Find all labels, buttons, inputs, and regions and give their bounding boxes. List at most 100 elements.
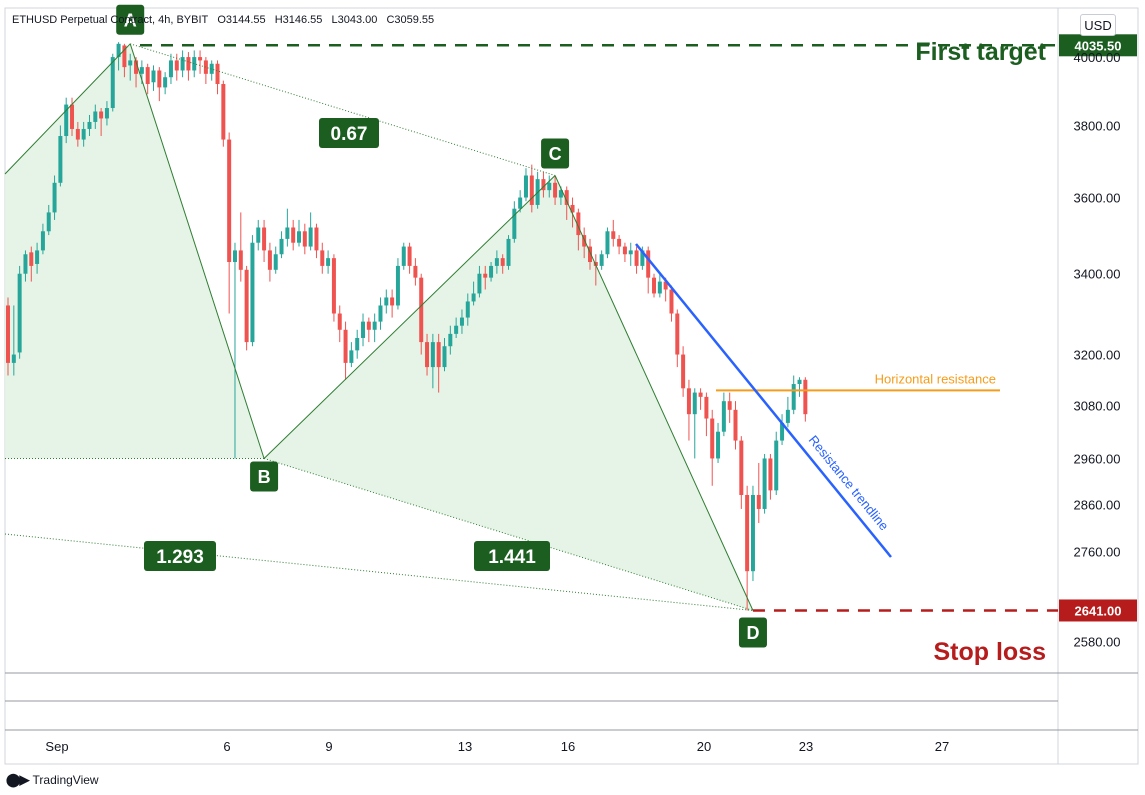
candle-body [174, 60, 179, 71]
leg-cd [554, 175, 754, 611]
ratio-label-xb: 0.67 [319, 118, 379, 148]
candle-body [331, 258, 336, 314]
point-c-label: C [541, 138, 570, 169]
point-d-label-text: D [746, 623, 759, 643]
candle-body [221, 84, 226, 140]
candle-body [518, 197, 523, 209]
candle-body [250, 242, 255, 343]
candle-body [215, 63, 220, 85]
ratio-label-xb-box [319, 118, 379, 148]
candle-body [279, 238, 284, 255]
x-tick-label: 23 [799, 739, 813, 754]
candle-body [99, 111, 104, 119]
candle-body [401, 246, 406, 266]
candle-body [297, 231, 301, 243]
stop-loss-price-tag [1059, 599, 1137, 622]
candle-body [46, 212, 51, 232]
candle-body [570, 204, 575, 213]
candle-body [622, 246, 627, 255]
candle-body [75, 128, 80, 140]
y-tick-label: 3080.00 [1074, 398, 1121, 413]
candle-body [436, 342, 441, 368]
candle-body [390, 297, 395, 306]
x-tick-label: 27 [935, 739, 949, 754]
candle-body [180, 57, 185, 71]
candle-body [803, 379, 808, 415]
ratio-label-bd: 1.441 [474, 541, 550, 571]
candle-body [733, 409, 738, 441]
candle-body [489, 265, 494, 278]
candle-body [710, 418, 715, 459]
ohlc-high: H3146.55 [274, 14, 323, 26]
x-tick-label: 9 [325, 739, 332, 754]
candle-body [93, 111, 98, 122]
candle-body [483, 273, 488, 278]
candle-body [163, 77, 168, 88]
candle-body [605, 231, 610, 255]
candle-body [256, 227, 261, 243]
candle-body [512, 208, 517, 239]
candle-body [291, 227, 296, 243]
candle-body [425, 342, 430, 368]
candle-body [366, 321, 371, 330]
candle-body [273, 254, 278, 270]
candle-body [716, 431, 721, 459]
candle-body [628, 250, 633, 255]
bcd-triangle [264, 175, 753, 611]
candle-body [419, 277, 424, 343]
ratio-label-xd-text: 1.293 [156, 547, 204, 568]
candle-body [110, 57, 115, 109]
candle-body [582, 235, 587, 247]
ratio-label-xd-box [144, 541, 216, 571]
y-tick-label: 2760.00 [1074, 545, 1121, 560]
candle-body [314, 227, 319, 251]
brand-name: TradingView [32, 773, 99, 787]
candle-body [459, 317, 464, 326]
ratio-line [263, 457, 754, 611]
leg-xa [4, 43, 131, 175]
ohlc-low: L3043.00 [331, 14, 378, 26]
candle-body [617, 238, 622, 247]
candle-body [588, 246, 592, 263]
candle-body [576, 212, 581, 236]
candle-body [681, 354, 686, 389]
candle-body [442, 346, 447, 368]
y-tick-label: 3400.00 [1074, 267, 1121, 282]
candle-body [785, 409, 790, 423]
point-b-label-box [250, 461, 279, 492]
candle-body [413, 265, 418, 278]
pattern-lines [4, 43, 754, 611]
candles [6, 42, 808, 611]
candle-body [372, 321, 377, 330]
candle-body [506, 238, 511, 266]
candle-body [40, 231, 45, 251]
candle-body [750, 494, 755, 572]
candle-body [663, 281, 668, 290]
point-a-label-text: A [124, 10, 137, 30]
candle-body [262, 227, 267, 251]
candle-body [232, 250, 237, 263]
y-tick-label: 3200.00 [1074, 348, 1121, 363]
candle-body [698, 392, 703, 397]
candle-body [157, 70, 162, 88]
candle-body [721, 401, 726, 432]
candle-body [116, 43, 121, 58]
x-tick-label: 16 [561, 739, 575, 754]
first-target-price-text: 4035.50 [1075, 38, 1122, 53]
x-tick-label: 20 [697, 739, 711, 754]
resistance-trendline-label: Resistance trendline [806, 432, 892, 533]
point-c-label-box [541, 138, 570, 169]
candle-body [494, 258, 499, 266]
axes: 4000.00 3800.00 3600.00 3400.00 3200.00 3080.… [45, 50, 1120, 754]
currency-button[interactable]: USD [1080, 14, 1116, 36]
candle-body [727, 401, 732, 410]
candle-body [192, 57, 197, 71]
candle-body [675, 313, 680, 355]
candle-body [704, 396, 709, 419]
candle-body [70, 104, 75, 129]
candle-body [134, 60, 139, 74]
candle-body [29, 252, 34, 266]
ohlc-close: C3059.55 [386, 14, 435, 26]
candle-body [384, 297, 389, 306]
